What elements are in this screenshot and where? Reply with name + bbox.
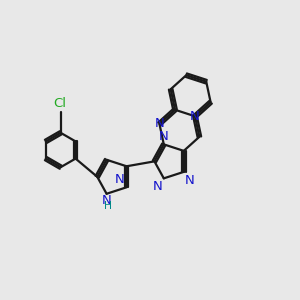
Text: H: H — [104, 201, 112, 211]
Text: N: N — [152, 180, 162, 193]
Text: N: N — [184, 173, 194, 187]
Text: N: N — [115, 172, 125, 186]
Text: N: N — [154, 117, 164, 130]
Text: N: N — [159, 130, 169, 143]
Text: N: N — [190, 110, 200, 123]
Text: Cl: Cl — [53, 97, 67, 110]
Text: N: N — [102, 194, 112, 207]
